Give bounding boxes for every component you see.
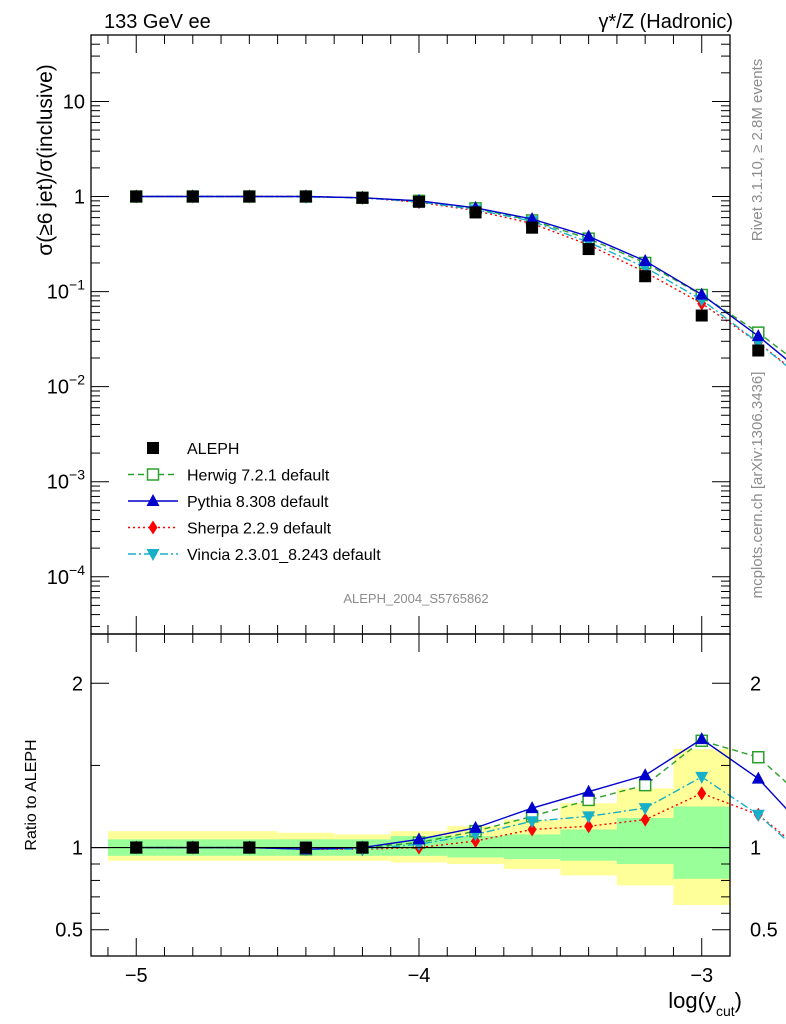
legend-label-vincia: Vincia 2.3.01_8.243 default — [187, 547, 381, 564]
ratio-axes: 2 2 1 1 0.5 0.5 −5 −4 −3 — [55, 634, 778, 987]
legend-marker-sherpa — [148, 520, 158, 535]
ratio-uncertainty-bands — [107, 749, 730, 906]
ratio-y-tick-label: 1 — [72, 838, 83, 860]
vincia-ratio-point — [525, 816, 539, 829]
aleph-main-point — [582, 243, 595, 256]
pythia-main-point — [751, 329, 765, 342]
aleph-main-point — [469, 206, 482, 219]
aleph-main-point — [695, 309, 708, 322]
pythia-ratio-point — [582, 784, 596, 797]
sherpa-ratio-point — [584, 819, 594, 834]
aleph-main-point — [526, 221, 539, 234]
legend-label-sherpa: Sherpa 2.2.9 default — [187, 521, 332, 538]
vincia-ratio-point — [638, 803, 652, 816]
inner-band-bin — [503, 834, 561, 860]
process-title: γ*/Z (Hadronic) — [599, 11, 733, 33]
herwig-main-line — [136, 195, 786, 355]
vincia-ratio-point — [582, 811, 596, 824]
aleph-main-point — [356, 191, 369, 204]
pythia-ratio-point — [695, 732, 709, 745]
ratio-y-tick-label: 0.5 — [55, 920, 83, 942]
ratio-plot-frame — [90, 633, 731, 957]
ratio-y-tick-label: 2 — [72, 673, 83, 695]
analysis-label: ALEPH_2004_S5765862 — [343, 591, 488, 606]
legend-marker-aleph — [147, 442, 159, 454]
x-tick-label: −4 — [408, 965, 431, 987]
main-y-tick-label: 10−4 — [47, 562, 85, 589]
aleph-main-point — [130, 190, 143, 203]
vincia-ratio-point — [695, 771, 709, 784]
aleph-main-point — [412, 195, 425, 208]
ratio-y-tick-label-right: 1 — [750, 838, 761, 860]
sherpa-ratio-point — [697, 786, 707, 801]
legend-marker-pythia — [146, 494, 160, 506]
inner-band-bin — [673, 806, 730, 879]
legend-label-aleph: ALEPH — [187, 441, 239, 458]
inner-band-bin — [560, 829, 617, 861]
aleph-main-point — [752, 344, 765, 357]
main-y-tick-label: 10−3 — [47, 467, 85, 494]
pythia-ratio-point — [751, 771, 765, 784]
ratio-y-axis-label: Ratio to ALEPH — [23, 739, 40, 850]
pythia-main-point — [638, 253, 652, 266]
aleph-main-point — [243, 190, 256, 203]
process-energy-label: 133 GeV ee — [104, 11, 211, 33]
aleph-main-point — [186, 190, 199, 203]
x-axis-label: log(ycut) — [668, 988, 742, 1019]
pythia-main-point — [582, 229, 596, 242]
ratio-plot-panel: 2 2 1 1 0.5 0.5 −5 −4 −3 Ratio to ALEPH log(ycut… — [23, 633, 786, 1019]
pythia-main-point — [525, 212, 539, 225]
pythia-ratio-point — [525, 801, 539, 814]
x-tick-label: −5 — [125, 965, 148, 987]
pythia-main-point — [695, 287, 709, 300]
pythia-ratio-point — [469, 820, 483, 833]
main-y-axis-label: σ(≥6 jet)/σ(inclusive) — [34, 64, 57, 255]
legend-label-herwig: Herwig 7.2.1 default — [187, 468, 330, 485]
vincia-ratio-point — [751, 809, 765, 822]
pythia-ratio-point — [412, 832, 426, 845]
rivet-version-label: Rivet 3.1.10, ≥ 2.8M events — [749, 59, 766, 242]
pythia-ratio-point — [638, 768, 652, 781]
sherpa-ratio-point — [640, 812, 650, 827]
main-y-tick-label: 10 — [63, 91, 85, 113]
legend: ALEPH Herwig 7.2.1 default Pythia 8.308 de… — [128, 441, 381, 564]
sherpa-ratio-point — [527, 822, 537, 837]
mcplots-label: mcplots.cern.ch [arXiv:1306.3436] — [749, 372, 766, 599]
main-y-tick-label: 1 — [74, 187, 85, 209]
main-series-layer — [129, 189, 786, 367]
aleph-main-point — [639, 270, 652, 283]
herwig-ratio-point — [638, 778, 652, 792]
ratio-y-tick-label-right: 2 — [750, 673, 761, 695]
legend-marker-vincia — [146, 549, 160, 561]
main-y-tick-label: 10−1 — [47, 277, 85, 304]
main-plot-frame — [90, 34, 731, 635]
aleph-main-point — [299, 190, 312, 203]
main-axes: 10 1 10−1 10−2 10−3 10−4 — [47, 34, 731, 634]
x-tick-label: −3 — [690, 965, 713, 987]
main-y-tick-label: 10−2 — [47, 372, 85, 399]
legend-label-pythia: Pythia 8.308 default — [187, 494, 329, 511]
herwig-ratio-point — [752, 750, 765, 764]
ratio-y-tick-label-right: 0.5 — [750, 920, 778, 942]
legend-marker-herwig — [146, 468, 160, 481]
